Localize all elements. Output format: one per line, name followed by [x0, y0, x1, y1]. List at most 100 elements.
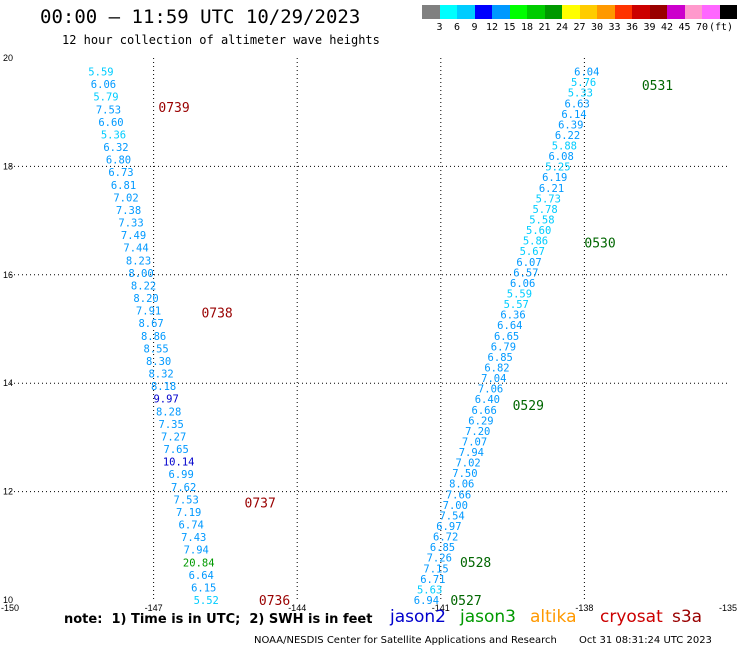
scale-label: 24	[555, 22, 569, 33]
scale-label: 12	[485, 22, 499, 33]
swh-value: 7.43	[181, 532, 206, 544]
pass-label: 0738	[201, 307, 232, 322]
swh-value: 6.81	[111, 180, 136, 192]
scale-swatch	[492, 5, 510, 19]
swh-value: 5.25	[545, 162, 570, 174]
swh-value: 6.80	[106, 155, 131, 167]
swh-value: 6.97	[436, 521, 461, 533]
swh-value: 7.94	[459, 447, 484, 459]
swh-value: 5.33	[568, 88, 593, 100]
satellite-jason2: jason2	[390, 607, 446, 627]
swh-value: 5.60	[526, 225, 551, 237]
chart-title: 00:00 – 11:59 UTC 10/29/2023	[40, 6, 361, 28]
swh-value: 6.19	[542, 172, 567, 184]
swh-value: 6.74	[179, 520, 204, 532]
scale-label: 18	[520, 22, 534, 33]
swh-value: 8.23	[126, 255, 151, 267]
swh-value: 7.62	[171, 482, 196, 494]
y-tick-label: 10	[3, 595, 13, 605]
swh-value: 7.19	[176, 507, 201, 519]
swh-value: 8.00	[128, 268, 153, 280]
scale-label: 27	[573, 22, 586, 33]
swh-value: 5.52	[194, 595, 219, 607]
note-text: note: 1) Time is in UTC; 2) SWH is in fe…	[64, 612, 373, 627]
scale-label: 45	[678, 22, 691, 33]
swh-value: 6.99	[169, 469, 194, 481]
swh-value: 7.66	[446, 489, 471, 501]
satellite-s3a: s3a	[672, 607, 703, 627]
swh-value: 6.39	[558, 119, 583, 131]
swh-value: 5.67	[520, 246, 545, 258]
y-tick-label: 14	[3, 378, 13, 388]
swh-value: 6.64	[189, 570, 214, 582]
scale-swatch	[457, 5, 475, 19]
scale-label: 21	[538, 22, 551, 33]
swh-value: 8.86	[141, 331, 166, 343]
swh-value: 8.06	[449, 479, 474, 491]
swh-value: 6.72	[433, 532, 458, 544]
swh-value: 8.22	[131, 280, 156, 292]
scale-swatch	[614, 5, 632, 19]
swh-value: 6.85	[488, 352, 513, 364]
scale-swatch	[422, 5, 440, 19]
scale-swatch	[562, 5, 580, 19]
swh-value: 7.54	[439, 510, 464, 522]
swh-value: 6.94	[414, 595, 439, 607]
swh-value: 6.57	[513, 267, 538, 279]
scale-swatch	[439, 5, 457, 19]
swh-value: 8.32	[148, 369, 173, 381]
swh-value: 6.32	[103, 142, 128, 154]
swh-value: 7.44	[123, 243, 148, 255]
y-tick-label: 20	[3, 53, 13, 63]
swh-value: 6.36	[500, 310, 525, 322]
x-tick-label: -144	[288, 603, 306, 613]
scale-swatch	[597, 5, 615, 19]
swh-value: 6.06	[91, 79, 116, 91]
scale-swatch	[667, 5, 685, 19]
swh-value: 7.04	[481, 373, 506, 385]
swh-value: 7.15	[423, 563, 448, 575]
chart-subtitle: 12 hour collection of altimeter wave hei…	[62, 33, 380, 47]
scale-swatch	[527, 5, 545, 19]
swh-value: 7.00	[443, 500, 468, 512]
swh-value: 6.22	[555, 130, 580, 142]
swh-value: 7.06	[478, 384, 503, 396]
swh-value: 8.18	[151, 381, 176, 393]
scale-label: 3	[436, 22, 443, 33]
pass-label: 0527	[450, 594, 481, 609]
swh-value: 5.57	[504, 299, 529, 311]
swh-value: 10.14	[163, 457, 195, 469]
scale-label: 70	[695, 22, 709, 33]
pass-label: 0739	[158, 101, 189, 116]
scale-swatch	[702, 5, 720, 19]
pass-label: 0737	[245, 496, 276, 511]
footer-credit: NOAA/NESDIS Center for Satellite Applica…	[254, 635, 557, 646]
footer-timestamp: Oct 31 08:31:24 UTC 2023	[579, 635, 712, 646]
swh-value: 6.82	[484, 362, 509, 374]
y-tick-label: 16	[3, 270, 13, 280]
scale-swatch	[684, 5, 702, 19]
scale-swatch	[632, 5, 650, 19]
swh-value: 6.07	[516, 257, 541, 269]
x-tick-label: -138	[575, 603, 593, 613]
swh-value: 5.86	[523, 236, 548, 248]
swh-value: 6.60	[98, 117, 123, 129]
swh-value: 6.40	[475, 394, 500, 406]
scale-swatch	[509, 5, 527, 19]
swh-value: 5.73	[536, 193, 561, 205]
swh-value: 5.59	[507, 288, 532, 300]
scale-label: 39	[643, 22, 656, 33]
swh-value: 7.35	[159, 419, 184, 431]
scale-label: 9	[471, 22, 478, 33]
swh-value: 5.63	[417, 584, 442, 596]
swh-value: 5.88	[552, 141, 577, 153]
swh-value: 7.27	[161, 431, 186, 443]
swh-value: 20.84	[183, 557, 215, 569]
swh-value: 7.49	[121, 230, 146, 242]
satellite-jason3: jason3	[460, 607, 516, 627]
swh-value: 7.53	[96, 104, 121, 116]
satellite-altika: altika	[530, 607, 577, 627]
swh-value: 7.65	[164, 444, 189, 456]
scale-swatch	[649, 5, 667, 19]
scale-label: 33	[608, 22, 621, 33]
